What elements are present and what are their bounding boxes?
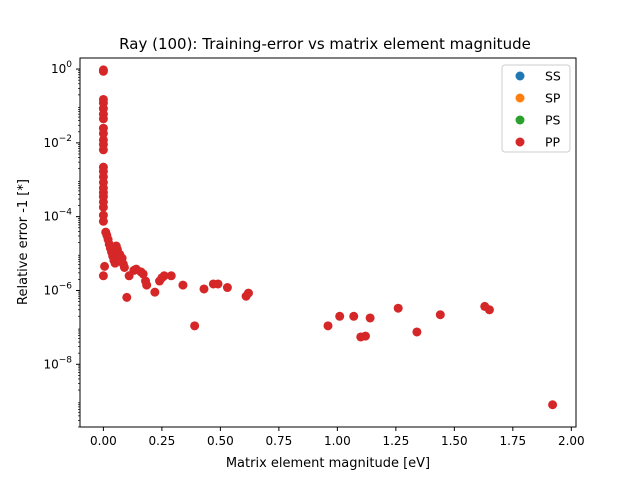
data-point xyxy=(243,288,253,298)
data-point xyxy=(142,280,152,290)
x-tick-label: 1.25 xyxy=(382,434,409,448)
data-point xyxy=(393,303,403,313)
x-axis: 0.00 0.25 0.50 0.75 1.00 1.25 1.50 1.75 2.00 xyxy=(90,427,585,448)
data-point xyxy=(98,145,108,155)
x-tick-label: 0.00 xyxy=(90,434,117,448)
data-point xyxy=(548,400,558,410)
y-tick-label: 10−2 xyxy=(43,134,72,150)
data-point xyxy=(138,269,148,279)
data-point xyxy=(360,331,370,341)
y-tick-label: 10−4 xyxy=(43,208,72,224)
data-point xyxy=(100,261,110,271)
legend-marker xyxy=(515,93,525,103)
x-tick-label: 0.75 xyxy=(266,434,293,448)
points-layer xyxy=(98,65,558,410)
y-axis-label: Relative error -1 [*] xyxy=(16,179,31,305)
data-point xyxy=(349,311,359,321)
legend-label: SS xyxy=(545,69,561,84)
y-tick-label: 10−8 xyxy=(43,355,72,371)
data-point xyxy=(110,258,120,268)
legend-marker xyxy=(515,137,525,147)
data-point xyxy=(98,66,108,76)
data-point xyxy=(190,321,200,331)
data-point xyxy=(335,311,345,321)
data-point xyxy=(435,310,445,320)
legend-marker xyxy=(515,71,525,81)
chart-title: Ray (100): Training-error vs matrix elem… xyxy=(119,35,531,53)
data-point xyxy=(150,287,160,297)
x-tick-label: 2.00 xyxy=(558,434,585,448)
legend: SS SP PS PP xyxy=(501,64,571,153)
x-tick-label: 1.50 xyxy=(441,434,468,448)
legend-marker xyxy=(515,115,525,125)
data-point xyxy=(122,292,132,302)
data-point xyxy=(98,202,108,212)
x-tick-label: 1.00 xyxy=(324,434,351,448)
data-point xyxy=(159,271,169,281)
x-tick-label: 0.25 xyxy=(149,434,176,448)
x-tick-label: 0.50 xyxy=(207,434,234,448)
data-point xyxy=(412,327,422,337)
data-point xyxy=(98,216,108,226)
y-axis: 100 10−2 10−4 10−6 10−8 xyxy=(43,60,80,428)
legend-label: SP xyxy=(545,91,561,106)
data-point xyxy=(323,321,333,331)
data-point xyxy=(199,284,209,294)
data-point xyxy=(119,262,129,272)
y-tick-label: 100 xyxy=(51,60,72,76)
legend-box xyxy=(501,64,571,153)
data-point xyxy=(365,313,375,323)
data-point xyxy=(98,114,108,124)
x-axis-label: Matrix element magnitude [eV] xyxy=(226,456,430,471)
legend-label: PS xyxy=(545,113,561,128)
data-point xyxy=(213,279,223,289)
data-point xyxy=(166,271,176,281)
legend-label: PP xyxy=(545,135,561,150)
data-point xyxy=(222,283,232,293)
data-point xyxy=(178,280,188,290)
data-point xyxy=(484,305,494,315)
data-point xyxy=(98,271,108,281)
y-tick-label: 10−6 xyxy=(43,281,72,297)
data-point xyxy=(98,128,108,138)
x-tick-label: 1.75 xyxy=(499,434,526,448)
